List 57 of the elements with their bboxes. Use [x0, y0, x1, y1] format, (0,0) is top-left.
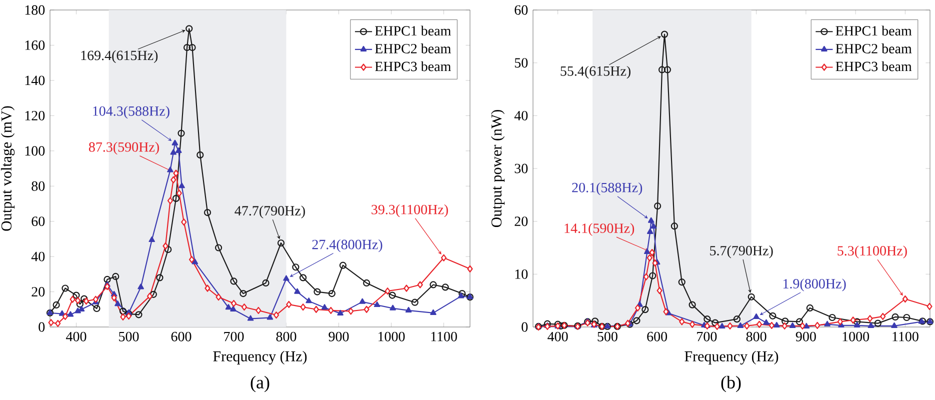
annotation: 87.3(590Hz) [88, 142, 159, 155]
legend-label: EHPC2 beam [375, 44, 451, 54]
annotation: 5.3(1100Hz) [838, 246, 907, 258]
x-tick-label: 400 [66, 332, 86, 342]
y-axis-title: Output voltage (mV) [0, 106, 15, 231]
legend-label: EHPC3 beam [836, 61, 912, 72]
y-tick-label: 180 [25, 5, 45, 15]
y-tick-label: 20 [32, 287, 45, 297]
x-axis-title: Frequency (Hz) [684, 350, 778, 364]
x-tick-label: 600 [171, 332, 192, 342]
y-tick-label: 10 [515, 269, 528, 279]
x-tick-label: 700 [224, 332, 244, 342]
annotation: 47.7(790Hz) [234, 206, 305, 218]
annotation: 39.3(1100Hz) [372, 204, 448, 218]
x-tick-label: 900 [796, 332, 816, 342]
y-tick-label: 40 [514, 110, 528, 120]
y-tick-label: 0 [38, 322, 45, 332]
annotation: 104.3(588Hz) [93, 106, 170, 119]
y-tick-label: 80 [32, 181, 45, 191]
y-tick-label: 100 [25, 146, 45, 156]
y-tick-label: 50 [514, 58, 528, 68]
y-tick-label: 0 [522, 322, 528, 332]
x-tick-label: 1100 [431, 332, 457, 342]
y-tick-label: 20 [514, 216, 528, 226]
y-tick-label: 120 [25, 110, 45, 120]
y-tick-label: 160 [25, 40, 45, 50]
x-tick-label: 1000 [842, 332, 870, 342]
legend-label: EHPC1 beam [836, 26, 912, 36]
x-axis-title: Frequency (Hz) [213, 350, 307, 364]
annotation: 55.4(615Hz) [560, 66, 630, 79]
x-tick-label: 400 [548, 332, 568, 342]
y-tick-label: 60 [32, 216, 45, 226]
x-tick-label: 500 [598, 332, 618, 342]
y-tick-label: 40 [31, 252, 45, 262]
x-tick-label: 800 [746, 332, 766, 342]
text: (b) [721, 376, 741, 392]
x-tick-label: 500 [119, 332, 139, 342]
x-tick-label: 900 [328, 332, 349, 342]
x-tick-label: 800 [276, 332, 296, 342]
y-tick-label: 140 [25, 76, 45, 86]
annotation: 20.1(588Hz) [572, 182, 642, 196]
annotation: 5.7(790Hz) [710, 246, 773, 258]
annotation: 27.4(800Hz) [312, 239, 382, 252]
text: (a) [250, 376, 270, 392]
annotation: 1.9(800Hz) [783, 278, 846, 292]
annotation: 14.1(590Hz) [564, 223, 634, 236]
x-tick-label: 600 [647, 332, 668, 342]
annotation: 169.4(615Hz) [81, 50, 158, 64]
x-tick-label: 1100 [892, 332, 918, 342]
legend-label: EHPC2 beam [836, 44, 912, 54]
x-tick-label: 1000 [378, 332, 405, 342]
legend-label: EHPC3 beam [375, 61, 451, 72]
y-axis-title: Output power (nW) [491, 110, 505, 228]
y-tick-label: 30 [514, 164, 528, 174]
y-tick-label: 60 [514, 5, 528, 15]
legend-label: EHPC1 beam [375, 26, 451, 36]
x-tick-label: 700 [697, 332, 717, 342]
